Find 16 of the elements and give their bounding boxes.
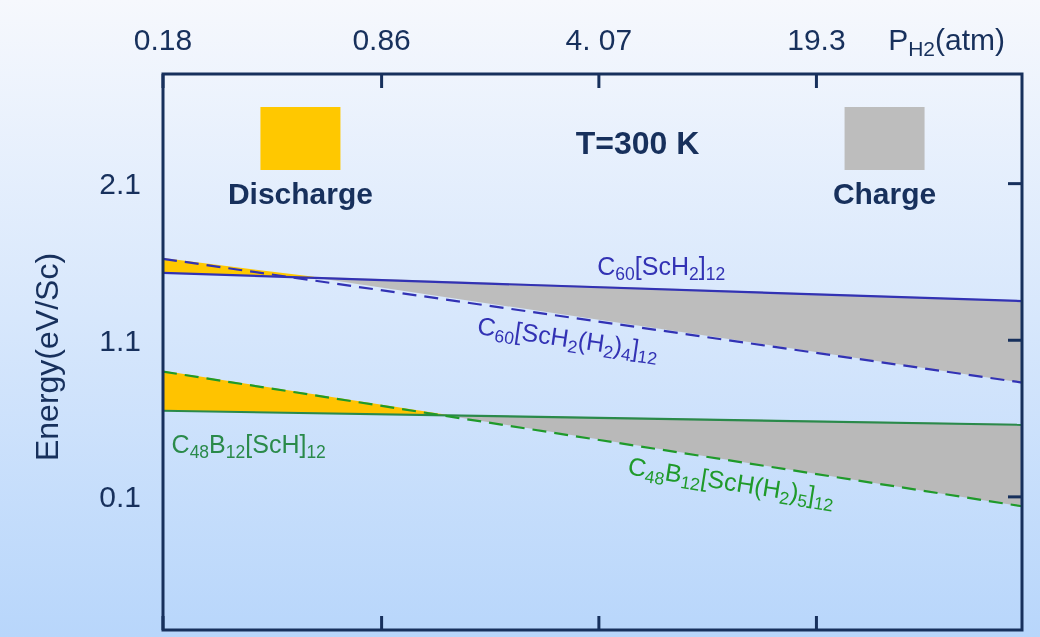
- x-tick-label: 0.18: [133, 23, 193, 56]
- y-tick-label: 0.1: [99, 480, 141, 514]
- y-tick-label: 2.1: [99, 167, 141, 201]
- series-label: C$_{48}$B$_{12}$[ScH]$_{12}$: [171, 429, 326, 462]
- x-tick-label: 0.86: [352, 23, 411, 56]
- legend-label: Discharge: [227, 177, 373, 210]
- x-axis-title: P$_{H2}$(atm): [888, 23, 1005, 60]
- text: C$_{48}$B$_{12}$[ScH(H$_{2}$)$_{5}$]$_{12}$: [626, 451, 835, 516]
- legend-label: Charge: [832, 177, 937, 210]
- x-tick-label: 19.3: [787, 23, 846, 56]
- series-label: C$_{60}$[ScH$_{2}$]$_{12}$: [597, 252, 726, 285]
- x-tick-label: 4. 07: [565, 23, 633, 56]
- y-axis-title: Energy(eV/Sc): [29, 252, 65, 462]
- y-tick-label: 1.1: [99, 323, 141, 357]
- text: C$_{60}$[ScH$_{2}$(H$_{2}$)$_{4}$]$_{12}$: [475, 311, 659, 369]
- annotation: T=300 K: [575, 125, 700, 161]
